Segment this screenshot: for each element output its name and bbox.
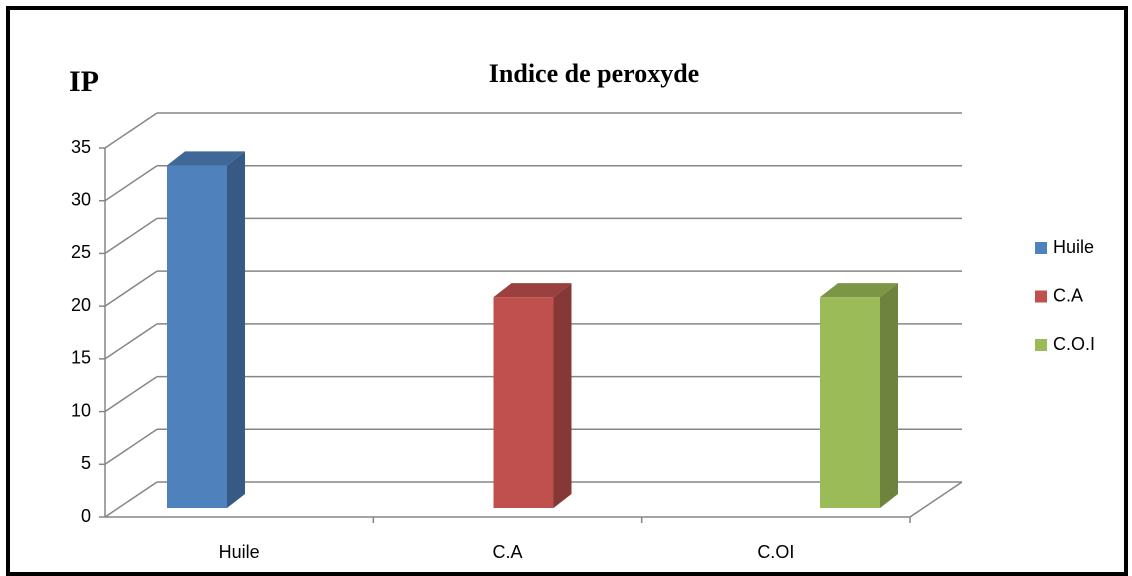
legend-swatch xyxy=(1035,242,1047,254)
y-axis-label: IP xyxy=(69,65,99,98)
y-tick-label: 5 xyxy=(81,453,91,473)
grid-line xyxy=(104,375,158,413)
y-tick-label: 20 xyxy=(71,295,91,315)
x-tick-label: C.A xyxy=(492,542,522,562)
bar-top xyxy=(493,283,572,298)
bar xyxy=(167,165,227,508)
y-tick-label: 15 xyxy=(71,348,91,368)
grid-line xyxy=(104,112,158,149)
bar-top xyxy=(167,151,245,166)
y-tick-label: 10 xyxy=(71,400,91,420)
floor-edge xyxy=(909,481,963,518)
y-tick-label: 35 xyxy=(71,137,91,157)
legend-label: Huile xyxy=(1053,237,1094,257)
grid-line xyxy=(104,165,158,202)
bar xyxy=(820,297,880,508)
grid-line xyxy=(104,323,158,360)
bar-side xyxy=(553,283,572,508)
grid-line xyxy=(104,428,158,465)
grid-line xyxy=(104,481,158,518)
bar-side xyxy=(880,283,898,508)
legend-swatch xyxy=(1035,339,1047,351)
legend-label: C.A xyxy=(1053,285,1083,305)
legend-label: C.O.I xyxy=(1053,334,1095,354)
grid-line xyxy=(104,270,158,307)
y-tick-label: 30 xyxy=(71,189,91,209)
y-tick-label: 25 xyxy=(71,242,91,262)
x-tick-label: Huile xyxy=(219,542,260,562)
bar-side xyxy=(227,151,245,508)
legend-swatch xyxy=(1035,290,1047,303)
grid-line xyxy=(104,217,158,255)
bar-top xyxy=(820,283,898,298)
x-tick-label: C.OI xyxy=(757,542,794,562)
y-tick-label: 0 xyxy=(81,506,91,526)
chart-title: Indice de peroxyde xyxy=(489,59,699,88)
bar xyxy=(493,297,554,508)
